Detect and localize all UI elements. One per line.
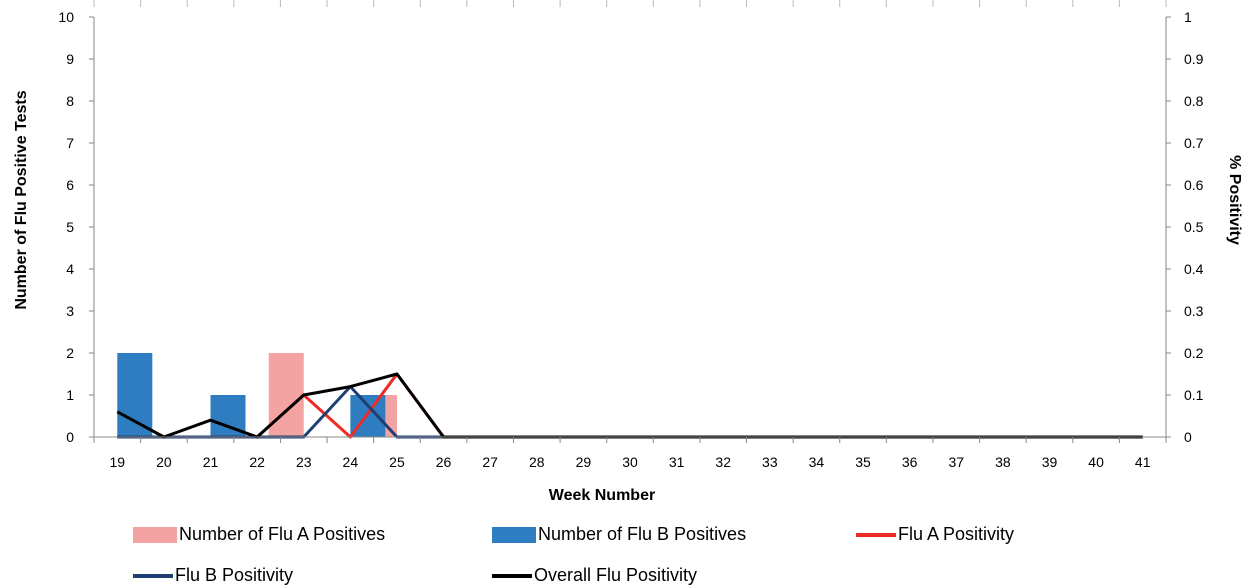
- y-tick-label: 3: [66, 303, 74, 319]
- bar-number-of-flu-b-positives: [117, 353, 153, 437]
- y-tick-label: 5: [66, 219, 74, 235]
- x-tick-label: 41: [1135, 454, 1151, 470]
- x-tick-label: 29: [576, 454, 592, 470]
- x-tick-label: 35: [855, 454, 871, 470]
- y-tick-label: 8: [66, 93, 74, 109]
- x-tick-label: 38: [995, 454, 1011, 470]
- x-tick-label: 26: [436, 454, 452, 470]
- x-tick-label: 27: [482, 454, 498, 470]
- x-tick-label: 22: [249, 454, 265, 470]
- y2-tick-label: 0: [1184, 429, 1192, 445]
- y-axis-title: Number of Flu Positive Tests: [13, 90, 30, 309]
- x-tick-label: 36: [902, 454, 918, 470]
- y-tick-label: 0: [66, 429, 74, 445]
- x-tick-label: 21: [203, 454, 219, 470]
- x-tick-label: 32: [715, 454, 731, 470]
- x-tick-label: 34: [809, 454, 825, 470]
- x-tick-label: 33: [762, 454, 778, 470]
- x-tick-label: 23: [296, 454, 312, 470]
- y-tick-label: 6: [66, 177, 74, 193]
- x-tick-label: 19: [110, 454, 126, 470]
- y2-tick-label: 0.1: [1184, 387, 1204, 403]
- y2-tick-label: 0.3: [1184, 303, 1204, 319]
- x-tick-label: 24: [343, 454, 359, 470]
- x-axis-title: Week Number: [549, 487, 655, 504]
- y2-tick-label: 0.9: [1184, 51, 1204, 67]
- y-tick-label: 4: [66, 261, 74, 277]
- x-tick-label: 25: [389, 454, 405, 470]
- y-tick-label: 7: [66, 135, 74, 151]
- y2-tick-label: 0.4: [1184, 261, 1204, 277]
- y-tick-label: 1: [66, 387, 74, 403]
- y2-axis-title: % Positivity: [1226, 155, 1243, 245]
- y2-tick-label: 0.5: [1184, 219, 1204, 235]
- x-tick-label: 39: [1042, 454, 1058, 470]
- y-tick-label: 2: [66, 345, 74, 361]
- y-tick-label: 9: [66, 51, 74, 67]
- y2-tick-label: 0.7: [1184, 135, 1204, 151]
- x-tick-label: 20: [156, 454, 172, 470]
- x-tick-label: 37: [948, 454, 964, 470]
- y2-tick-label: 0.2: [1184, 345, 1204, 361]
- x-tick-label: 31: [669, 454, 685, 470]
- bar-number-of-flu-a-positives: [268, 353, 304, 437]
- y2-tick-label: 1: [1184, 9, 1192, 25]
- y2-tick-label: 0.6: [1184, 177, 1204, 193]
- x-tick-label: 40: [1088, 454, 1104, 470]
- y2-tick-label: 0.8: [1184, 93, 1204, 109]
- x-tick-label: 28: [529, 454, 545, 470]
- y-tick-label: 10: [58, 9, 74, 25]
- x-tick-label: 30: [622, 454, 638, 470]
